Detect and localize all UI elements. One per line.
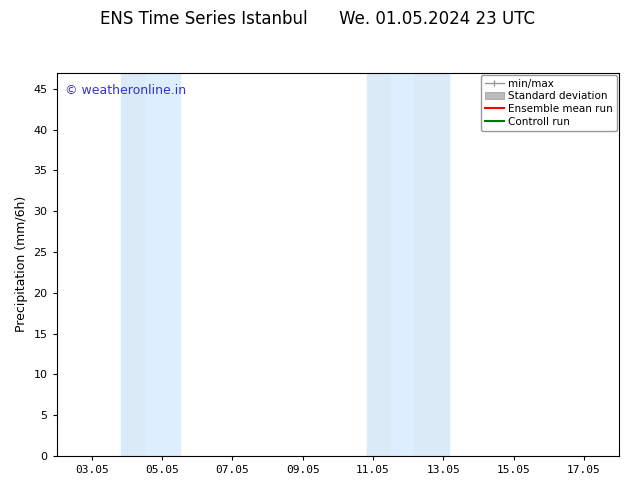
Bar	[391, 73, 414, 456]
Legend: min/max, Standard deviation, Ensemble mean run, Controll run: min/max, Standard deviation, Ensemble me…	[481, 74, 617, 131]
Bar	[121, 73, 145, 456]
Text: ENS Time Series Istanbul      We. 01.05.2024 23 UTC: ENS Time Series Istanbul We. 01.05.2024 …	[100, 10, 534, 28]
Y-axis label: Precipitation (mm/6h): Precipitation (mm/6h)	[15, 196, 28, 332]
Bar	[145, 73, 179, 456]
Bar	[367, 73, 391, 456]
Bar	[414, 73, 450, 456]
Text: © weatheronline.in: © weatheronline.in	[65, 84, 186, 97]
